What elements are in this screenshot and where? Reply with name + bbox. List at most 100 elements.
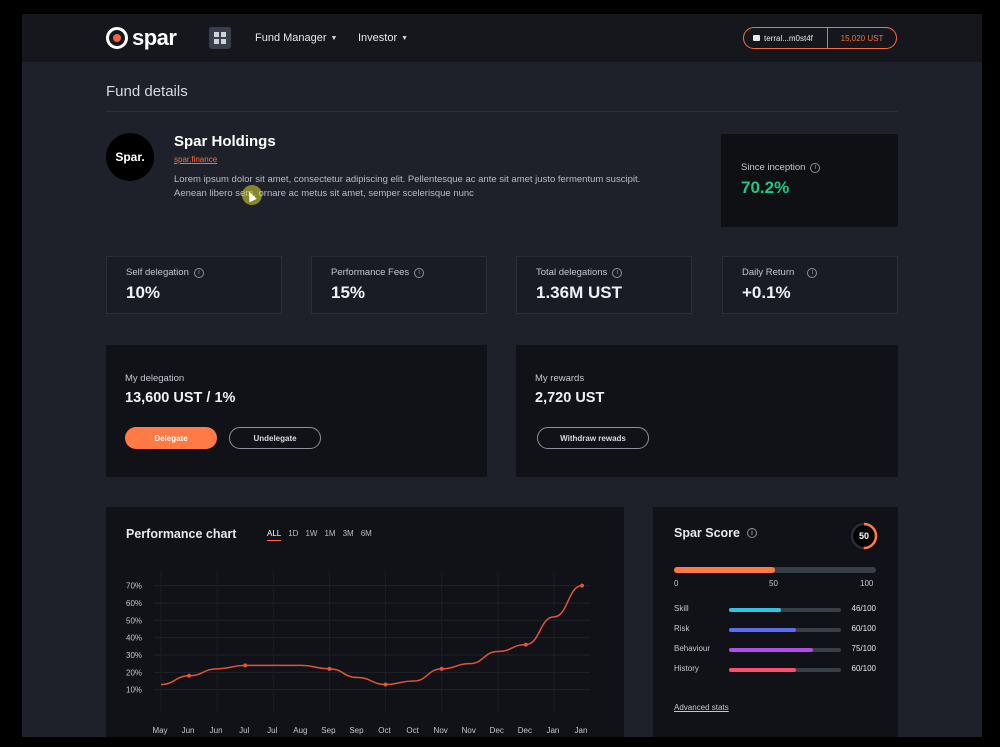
info-icon[interactable]: i [612, 267, 623, 278]
x-tick-label: Jan [575, 726, 588, 735]
y-tick-label: 40% [126, 634, 142, 643]
x-tick-label: Nov [462, 726, 476, 735]
withdraw-rewards-button[interactable]: Withdraw rewads [537, 427, 649, 449]
info-icon[interactable]: i [810, 162, 821, 173]
y-tick-label: 70% [126, 582, 142, 591]
range-tab-1m[interactable]: 1M [324, 529, 336, 538]
stat-label: Self delegation [126, 267, 189, 278]
fund-website-link[interactable]: spar.finance [174, 155, 218, 164]
score-ring-value: 50 [858, 531, 869, 541]
score-metric-behaviour: Behaviour 75/100 [674, 644, 876, 656]
metric-track [729, 668, 841, 672]
scale-max: 100 [860, 579, 874, 588]
stat-performance-fees: Performance Fees i 15% [311, 256, 487, 314]
data-point [580, 583, 584, 588]
scale-min: 0 [674, 579, 679, 588]
wallet-balance: 15,020 UST [840, 33, 884, 43]
metric-value: 75/100 [851, 644, 876, 653]
info-icon[interactable]: i [747, 528, 758, 538]
my-rewards-value: 2,720 UST [535, 390, 605, 406]
since-inception-card: Since inception i 70.2% [721, 134, 898, 227]
nav-investor-label: Investor [358, 32, 398, 44]
range-tab-3m[interactable]: 3M [342, 529, 354, 538]
wallet-button[interactable]: terral...m0st4f 15,020 UST [743, 27, 897, 49]
stat-value: +0.1% [742, 283, 791, 302]
wallet-icon [753, 35, 760, 41]
info-icon[interactable]: i [807, 267, 818, 278]
since-inception-label: Since inception i [741, 162, 878, 173]
spar-score-title: Spar Score i [674, 526, 758, 540]
mouse-cursor-icon [242, 185, 262, 205]
x-tick-label: Nov [434, 726, 448, 735]
page-title: Fund details [106, 83, 188, 100]
metric-track [729, 648, 841, 652]
metric-track [729, 628, 841, 632]
data-point [439, 666, 444, 671]
x-tick-label: Dec [490, 726, 504, 735]
nav-fund-manager-label: Fund Manager [255, 32, 327, 44]
my-rewards-card: My rewards 2,720 UST Withdraw rewads [516, 345, 898, 477]
data-point [383, 682, 388, 687]
score-metric-risk: Risk 60/100 [674, 624, 876, 636]
metric-fill [729, 668, 797, 672]
time-range-tabs: ALL 1D 1W 1M 3M 6M [267, 529, 372, 541]
fund-name: Spar Holdings [174, 133, 276, 150]
x-tick-label: Jan [546, 726, 559, 735]
fund-avatar: Spar. [106, 133, 154, 181]
metric-value: 46/100 [851, 604, 876, 613]
stat-value: 1.36M UST [536, 283, 622, 302]
x-tick-label: Sep [349, 726, 364, 735]
performance-chart-card: Performance chart ALL 1D 1W 1M 3M 6M 70% 60% 50… [106, 507, 624, 737]
x-tick-label: Jul [267, 726, 277, 735]
info-icon[interactable]: i [414, 267, 425, 278]
data-point [523, 642, 528, 647]
metric-track [729, 608, 841, 612]
score-ring: 50 [849, 521, 879, 551]
x-tick-label: May [152, 726, 167, 735]
metric-value: 60/100 [851, 664, 876, 673]
y-tick-label: 50% [126, 616, 142, 625]
range-tab-1w[interactable]: 1W [305, 529, 318, 538]
logo-icon [106, 27, 128, 49]
metric-label: Skill [674, 604, 689, 613]
wallet-address-text: terral...m0st4f [764, 33, 813, 43]
chevron-down-icon: ▼ [401, 34, 409, 42]
metric-label: History [674, 664, 699, 673]
logo[interactable]: spar [106, 25, 177, 51]
spar-score-card: Spar Score i 50 0 50 100 Skill 46/100 Risk… [653, 507, 898, 737]
stat-total-delegations: Total delegations i 1.36M UST [516, 256, 692, 314]
data-point [187, 673, 192, 678]
top-navigation-bar: spar Fund Manager ▼ Investor ▼ terral...… [22, 14, 982, 62]
range-tab-all[interactable]: ALL [267, 529, 282, 541]
wallet-address: terral...m0st4f [744, 28, 828, 48]
score-ring-gauge [850, 522, 878, 550]
nav-investor[interactable]: Investor ▼ [358, 32, 408, 44]
stat-label: Total delegations [536, 267, 608, 278]
range-tab-1d[interactable]: 1D [288, 529, 299, 538]
my-delegation-label: My delegation [125, 373, 185, 384]
delegate-button[interactable]: Delegate [125, 427, 217, 449]
divider [106, 111, 898, 112]
y-tick-label: 60% [126, 599, 142, 608]
nav-fund-manager[interactable]: Fund Manager ▼ [255, 32, 337, 44]
apps-grid-icon[interactable] [209, 27, 231, 49]
x-tick-label: Jun [182, 726, 195, 735]
advanced-stats-link[interactable]: Advanced stats [674, 703, 729, 712]
my-delegation-card: My delegation 13,600 UST / 1% Delegate U… [106, 345, 487, 477]
metric-value: 60/100 [851, 624, 876, 633]
app-window: spar Fund Manager ▼ Investor ▼ terral...… [22, 14, 982, 737]
score-metric-history: History 60/100 [674, 664, 876, 676]
undelegate-button[interactable]: Undelegate [229, 427, 321, 449]
x-tick-label: Aug [293, 726, 307, 735]
range-tab-6m[interactable]: 6M [360, 529, 372, 538]
info-icon[interactable]: i [193, 267, 204, 278]
my-rewards-label: My rewards [535, 373, 585, 384]
x-tick-label: Oct [406, 726, 419, 735]
scale-mid: 50 [769, 579, 778, 588]
x-tick-label: Jun [210, 726, 223, 735]
stat-self-delegation: Self delegation i 10% [106, 256, 282, 314]
metric-fill [729, 608, 781, 612]
x-tick-label: Jul [239, 726, 249, 735]
metric-fill [729, 648, 813, 652]
fund-description: Lorem ipsum dolor sit amet, consectetur … [174, 174, 641, 199]
